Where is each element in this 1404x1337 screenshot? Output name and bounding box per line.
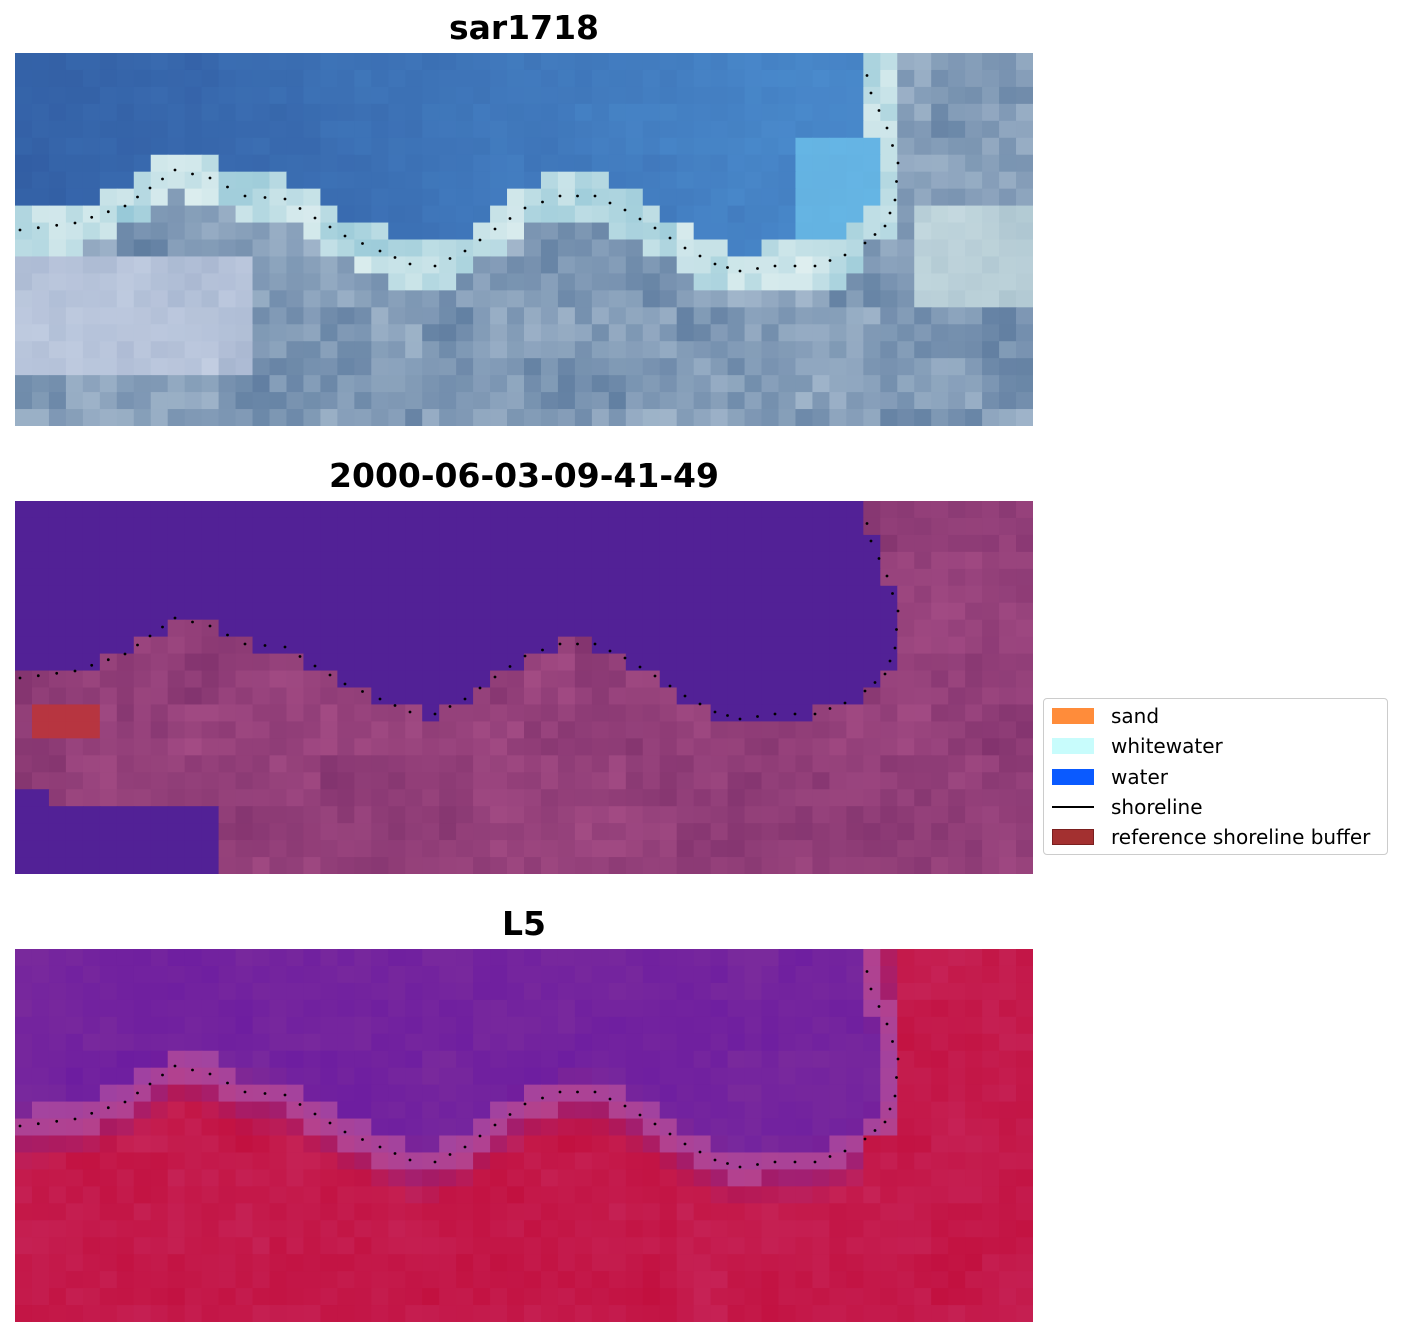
classification-image-panel bbox=[15, 501, 1033, 874]
legend-label-reference-buffer: reference shoreline buffer bbox=[1111, 825, 1371, 849]
panel-title-classification: 2000-06-03-09-41-49 bbox=[329, 456, 719, 495]
legend-item-water: water bbox=[1052, 765, 1168, 789]
legend-swatch-whitewater bbox=[1052, 738, 1094, 754]
rgb-satellite-image bbox=[15, 53, 1033, 426]
water-index-image bbox=[15, 949, 1033, 1322]
legend-swatch-sand bbox=[1052, 708, 1094, 724]
legend-label-water: water bbox=[1111, 765, 1168, 789]
index-image-panel bbox=[15, 949, 1033, 1322]
legend-swatch-shoreline bbox=[1052, 806, 1094, 808]
legend-swatch-reference-buffer bbox=[1052, 829, 1094, 845]
legend-item-shoreline: shoreline bbox=[1052, 795, 1203, 819]
panel-title-index: L5 bbox=[502, 904, 546, 943]
rgb-image-panel bbox=[15, 53, 1033, 426]
legend-item-sand: sand bbox=[1052, 704, 1160, 728]
panel-title-rgb: sar1718 bbox=[448, 8, 600, 47]
legend-item-whitewater: whitewater bbox=[1052, 734, 1223, 758]
legend-label-shoreline: shoreline bbox=[1111, 795, 1203, 819]
legend-swatch-water bbox=[1052, 769, 1094, 785]
legend-item-reference-buffer: reference shoreline buffer bbox=[1052, 825, 1371, 849]
legend-label-whitewater: whitewater bbox=[1111, 734, 1223, 758]
legend: sand whitewater water shoreline referenc… bbox=[1043, 698, 1388, 855]
legend-label-sand: sand bbox=[1111, 704, 1160, 728]
classified-image bbox=[15, 501, 1033, 874]
shoreline-dots bbox=[18, 522, 900, 721]
shoreline-dots bbox=[18, 970, 900, 1169]
shoreline-dots bbox=[18, 74, 900, 273]
